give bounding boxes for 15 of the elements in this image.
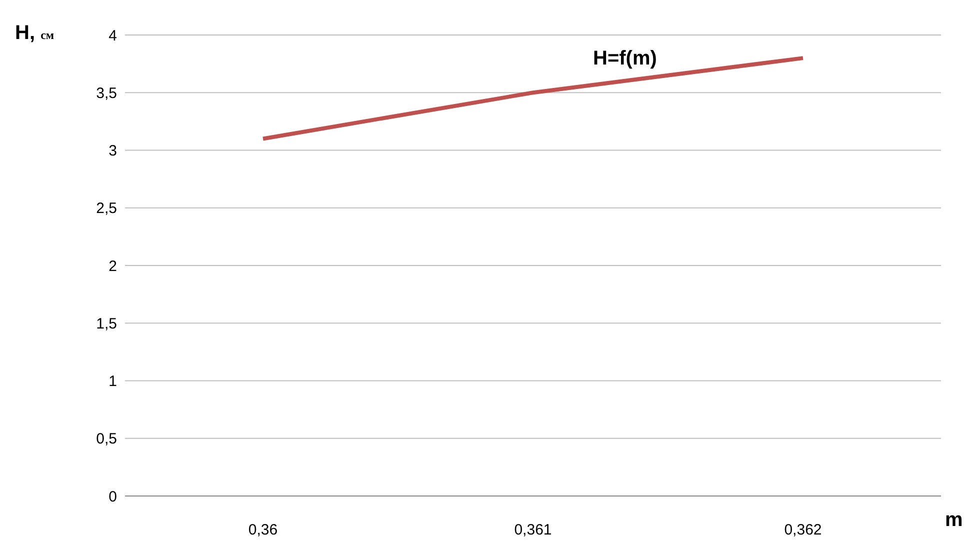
y-tick-label: 4 — [108, 27, 117, 44]
x-tick-label: 0,362 — [784, 522, 822, 539]
y-tick-label: 1 — [108, 373, 117, 390]
series-label: H=f(m) — [593, 48, 657, 70]
y-tick-label: 1,5 — [96, 315, 117, 332]
x-tick-label: 0,361 — [514, 522, 552, 539]
y-tick-label: 0 — [108, 488, 117, 506]
x-axis-title: m — [945, 509, 963, 531]
y-tick-label: 0,5 — [96, 430, 117, 448]
y-tick-label: 3,5 — [96, 84, 117, 102]
y-tick-label: 2 — [108, 258, 117, 275]
x-tick-label: 0,36 — [248, 522, 278, 539]
y-axis-title: H, см — [15, 22, 54, 44]
y-tick-label: 2,5 — [96, 200, 117, 218]
y-tick-label: 3 — [108, 142, 117, 160]
